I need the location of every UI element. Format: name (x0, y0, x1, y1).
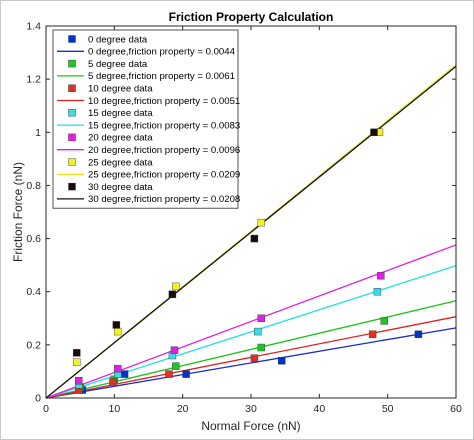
x-tick-label: 20 (177, 403, 189, 415)
x-tick-label: 50 (382, 403, 394, 415)
x-tick-label: 30 (245, 403, 257, 415)
legend-box (52, 29, 239, 209)
data-point (75, 377, 83, 385)
data-point (250, 354, 259, 362)
legend-entry: 30 degree,friction property = 0.0208 (88, 194, 240, 205)
y-tick-label: 0.6 (26, 233, 41, 245)
data-point (114, 327, 122, 336)
legend-entry: 0 degree data (88, 34, 148, 45)
data-point (257, 314, 265, 322)
legend-marker (68, 35, 76, 43)
legend: 0 degree data 0 degree,friction property … (52, 29, 240, 209)
legend-entry: 5 degree data (88, 59, 148, 70)
axis-ticks: 0 10 20 30 40 50 60 0 0.2 0.4 0.6 0.8 1 1.2 1.4 (26, 21, 462, 416)
data-point (168, 290, 177, 299)
legend-entry: 20 degree,friction property = 0.0096 (88, 145, 240, 156)
data-point (172, 362, 180, 370)
y-tick-label: 0.8 (26, 180, 41, 192)
data-point (112, 321, 121, 329)
legend-entry: 10 degree,friction property = 0.0051 (88, 96, 240, 107)
data-point (73, 349, 81, 357)
data-point (377, 272, 385, 280)
data-point (380, 317, 388, 325)
legend-marker (68, 84, 76, 92)
chart-title: Friction Property Calculation (169, 10, 334, 24)
y-tick-label: 0 (35, 393, 41, 405)
legend-entry: 15 degree,friction property = 0.0083 (88, 120, 240, 131)
legend-entry: 0 degree,friction property = 0.0044 (88, 47, 236, 58)
y-tick-label: 1 (35, 127, 41, 139)
data-point (414, 330, 423, 338)
data-point (257, 343, 265, 352)
legend-entry: 25 degree data (88, 157, 153, 168)
x-axis-label: Normal Force (nN) (201, 419, 300, 433)
y-tick-label: 1.4 (26, 21, 41, 33)
data-point (114, 365, 122, 373)
x-tick-label: 10 (108, 403, 120, 415)
data-points (73, 128, 423, 394)
data-point (373, 288, 382, 296)
legend-marker (68, 182, 76, 191)
x-tick-label: 60 (450, 403, 462, 415)
y-tick-label: 1.2 (26, 74, 41, 86)
y-tick-label: 0.2 (26, 339, 41, 351)
y-tick-label: 0.4 (26, 286, 41, 298)
legend-entry: 10 degree data (88, 84, 153, 95)
data-point (370, 128, 378, 136)
fit-line (45, 65, 457, 399)
data-point (250, 234, 259, 243)
data-point (257, 218, 265, 227)
legend-entry: 20 degree data (88, 133, 153, 144)
legend-entry: 25 degree,friction property = 0.0209 (88, 170, 240, 181)
legend-entry: 30 degree data (88, 182, 153, 193)
legend-marker (68, 59, 76, 68)
data-point (172, 282, 180, 291)
data-point (182, 370, 190, 378)
data-point (278, 357, 286, 365)
legend-entry: 15 degree data (88, 108, 153, 119)
legend-marker (68, 158, 76, 166)
fit-line (45, 327, 457, 399)
data-point (120, 370, 129, 378)
data-point (109, 378, 117, 386)
data-point (165, 370, 173, 378)
x-tick-label: 40 (313, 403, 325, 415)
x-tick-label: 0 (43, 403, 49, 415)
data-point (368, 330, 377, 338)
legend-marker (68, 109, 76, 117)
data-point (73, 358, 81, 366)
legend-entry: 5 degree,friction property = 0.0061 (88, 71, 235, 82)
legend-marker (68, 133, 76, 142)
y-axis-label: Friction Force (nN) (11, 162, 25, 262)
data-point (254, 327, 262, 336)
data-point (170, 346, 179, 354)
